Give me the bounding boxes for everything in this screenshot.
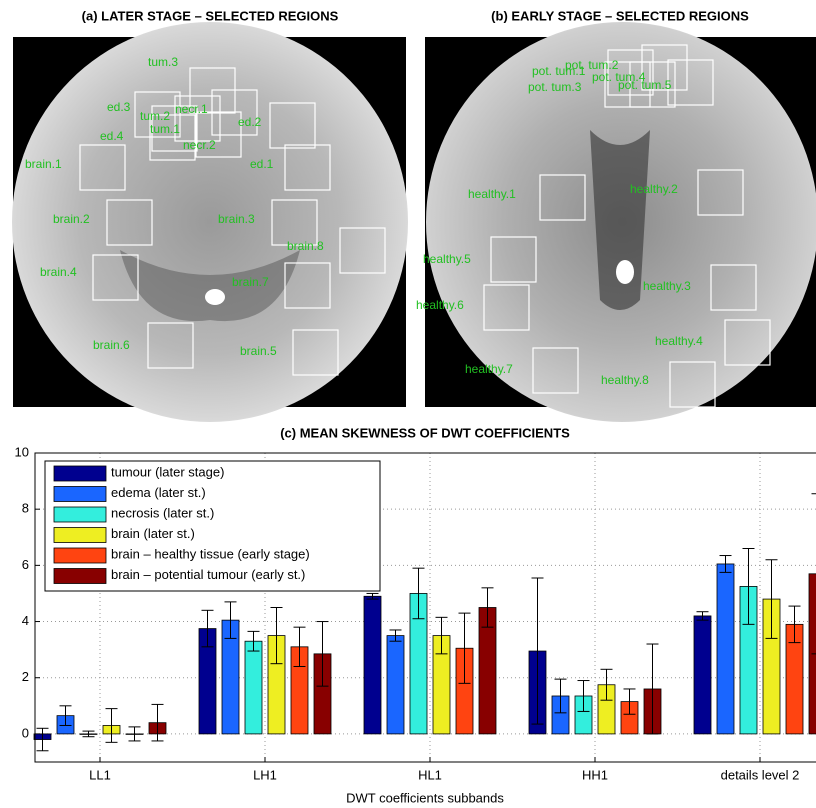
y-tick-label: 10 (15, 444, 29, 459)
calcification-a (205, 289, 225, 305)
region-label: necr.2 (183, 138, 216, 152)
y-tick-label: 8 (22, 501, 29, 516)
region-label: tum.1 (150, 122, 180, 136)
region-label: necr.1 (175, 102, 208, 116)
region-label: pot. tum.3 (528, 80, 582, 94)
chart-title: (c) MEAN SKEWNESS OF DWT COEFFICIENTS (280, 425, 570, 440)
region-label: healthy.4 (655, 334, 703, 348)
region-label: healthy.2 (630, 182, 678, 196)
region-label: pot. tum.1 (532, 64, 586, 78)
region-label: brain.5 (240, 344, 277, 358)
legend-label: brain – potential tumour (early st.) (111, 567, 305, 582)
region-label: healthy.5 (423, 252, 471, 266)
legend-swatch (54, 487, 106, 502)
legend-swatch (54, 569, 106, 584)
region-label: ed.1 (250, 157, 274, 171)
region-label: tum.3 (148, 55, 178, 69)
region-label: brain.8 (287, 239, 324, 253)
x-tick-label: HL1 (418, 767, 442, 782)
bar (387, 636, 404, 734)
x-tick-label: LL1 (89, 767, 111, 782)
region-label: brain.3 (218, 212, 255, 226)
region-label: ed.4 (100, 129, 124, 143)
legend-swatch (54, 548, 106, 563)
legend-label: brain – healthy tissue (early stage) (111, 546, 310, 561)
figure: (a) LATER STAGE – SELECTED REGIONS (b) E… (0, 0, 816, 808)
bar (364, 596, 381, 734)
panel-title: (b) EARLY STAGE – SELECTED REGIONS (491, 8, 749, 23)
region-label: ed.2 (238, 115, 262, 129)
region-label: healthy.1 (468, 187, 516, 201)
legend-label: tumour (later stage) (111, 464, 224, 479)
region-label: healthy.8 (601, 373, 649, 387)
region-label: healthy.3 (643, 279, 691, 293)
y-tick-label: 4 (22, 613, 29, 628)
region-label: tum.2 (140, 109, 170, 123)
x-tick-label: HH1 (582, 767, 608, 782)
x-axis-label: DWT coefficients subbands (346, 790, 504, 805)
y-tick-label: 0 (22, 725, 29, 740)
bar (694, 616, 711, 734)
legend-swatch (54, 466, 106, 481)
legend-label: edema (later st.) (111, 485, 206, 500)
legend-swatch (54, 528, 106, 543)
region-label: brain.1 (25, 157, 62, 171)
bar (245, 641, 262, 734)
legend-swatch (54, 507, 106, 522)
bar (717, 564, 734, 734)
region-label: brain.6 (93, 338, 130, 352)
ventricle-b (590, 130, 650, 310)
legend-label: necrosis (later st.) (111, 505, 214, 520)
x-tick-label: details level 2 (721, 767, 800, 782)
x-tick-label: LH1 (253, 767, 277, 782)
y-tick-label: 6 (22, 557, 29, 572)
region-label: ed.3 (107, 100, 131, 114)
region-label: healthy.7 (465, 362, 513, 376)
y-tick-label: 2 (22, 669, 29, 684)
region-label: brain.7 (232, 275, 269, 289)
calcification-b (616, 260, 634, 284)
region-label: healthy.6 (416, 298, 464, 312)
region-label: brain.4 (40, 265, 77, 279)
legend-label: brain (later st.) (111, 526, 195, 541)
panel-title: (a) LATER STAGE – SELECTED REGIONS (82, 8, 339, 23)
region-label: brain.2 (53, 212, 90, 226)
region-label: pot. tum.5 (618, 78, 672, 92)
